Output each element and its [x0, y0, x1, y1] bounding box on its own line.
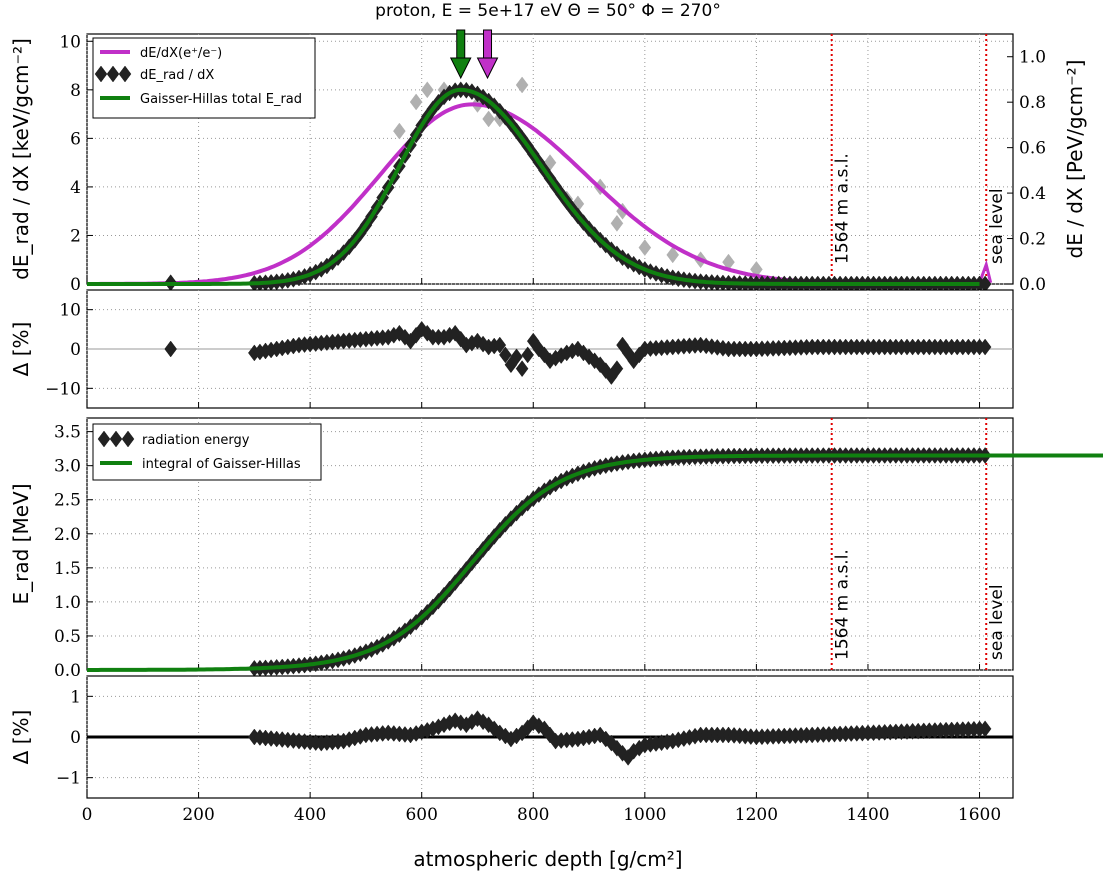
- x-tick-label: 800: [517, 805, 549, 825]
- raw-point: [482, 110, 495, 128]
- residual-point: [499, 346, 512, 364]
- y-tick-label: −10: [45, 379, 81, 399]
- panel-residual-1: −10 0 10 Δ [%]: [9, 289, 1014, 409]
- y-axis-label: dE_rad / dX [keV/gcm⁻²]: [9, 38, 33, 280]
- y-tick-label: 8: [70, 81, 81, 101]
- legend-marker: [94, 65, 108, 83]
- green-arrow-shaft: [456, 29, 466, 61]
- raw-point: [666, 246, 680, 264]
- marker-label: 1564 m a.s.l.: [833, 153, 853, 264]
- y-tick-label: 1.0: [54, 593, 81, 613]
- legend-label: integral of Gaisser-Hillas: [142, 457, 301, 472]
- legend: dE/dX(e⁺/e⁻) dE_rad / dX Gaisser-Hillas to…: [92, 37, 316, 119]
- x-tick-label: 600: [405, 805, 437, 825]
- x-tick-label: 1400: [846, 805, 889, 825]
- legend-label: dE_rad / dX: [140, 68, 214, 83]
- series-gaisser-hillas: [87, 87, 980, 286]
- raw-point: [610, 214, 624, 232]
- panel-dEdX: 0 2 4 6 8 10 dE_rad / dX [keV/gcm⁻²] 0.0 0.2 0.4 0…: [9, 29, 1087, 295]
- y-tick-label: 1.5: [54, 559, 81, 579]
- y-tick-label: 6: [70, 129, 81, 149]
- y-tick-label: 10: [59, 32, 81, 52]
- marker-label: sea level: [987, 584, 1007, 660]
- residual-point: [978, 720, 992, 738]
- legend-marker: [121, 430, 135, 448]
- panel-Erad: 0.0 0.5 1.0 1.5 2.0 2.5 3.0 3.5 E_rad [MeV] 1564 …: [9, 417, 1103, 681]
- y2-axis-label: dE / dX [PeV/gcm⁻²]: [1063, 60, 1087, 259]
- legend-marker: [118, 65, 132, 83]
- x-tick-label: 400: [294, 805, 326, 825]
- legend-marker: [97, 430, 111, 448]
- magenta-arrow-head: [476, 57, 499, 80]
- residual-point: [515, 360, 529, 378]
- sea-level-spike: [978, 259, 993, 284]
- legend-box: [92, 423, 322, 481]
- raw-point: [409, 93, 423, 111]
- green-arrow-head: [449, 57, 472, 80]
- y-tick-label: 2.5: [54, 491, 81, 511]
- y-tick-label: 4: [70, 178, 81, 198]
- y-tick-label: 10: [59, 301, 81, 321]
- marker-label: 1564 m a.s.l.: [833, 549, 853, 660]
- legend-label: radiation energy: [142, 433, 250, 448]
- residual-point: [164, 340, 177, 358]
- y-tick-label: 0: [70, 275, 81, 295]
- y-tick-label: 2: [70, 226, 81, 246]
- raw-point: [515, 76, 529, 94]
- y2-tick-label: 0.8: [1019, 93, 1046, 113]
- raw-point: [393, 122, 406, 140]
- y2-tick-label: 0.4: [1019, 184, 1046, 204]
- residual-point: [978, 338, 992, 356]
- y-tick-label: 0: [70, 728, 81, 748]
- residual-point: [610, 360, 624, 378]
- residual-point: [493, 336, 507, 354]
- x-axis-label: atmospheric depth [g/cm²]: [413, 847, 682, 871]
- x-tick-label: 0: [82, 805, 93, 825]
- y-axis-label: Δ [%]: [9, 710, 33, 765]
- magenta-arrow-shaft: [483, 29, 493, 61]
- marker-label: sea level: [987, 188, 1007, 264]
- raw-point: [638, 239, 652, 257]
- legend-label: dE/dX(e⁺/e⁻): [140, 46, 222, 61]
- y-tick-label: 0: [70, 340, 81, 360]
- residual-point: [510, 348, 523, 366]
- y-axis-label: Δ [%]: [9, 322, 33, 377]
- y-tick-label: 2.0: [54, 525, 81, 545]
- legend-label: Gaisser-Hillas total E_rad: [140, 92, 302, 107]
- y-tick-label: 0.0: [54, 661, 81, 681]
- chart-title: proton, E = 5e+17 eV Θ = 50° Φ = 270°: [375, 1, 721, 21]
- y-tick-label: 3.0: [54, 457, 81, 477]
- x-tick-label: 1600: [958, 805, 1001, 825]
- y-tick-label: 1: [70, 687, 81, 707]
- y2-tick-label: 1.0: [1019, 48, 1046, 68]
- legend: radiation energy integral of Gaisser-Hill…: [92, 423, 322, 481]
- y-tick-label: 3.5: [54, 423, 81, 443]
- x-tick-label: 1000: [623, 805, 666, 825]
- raw-point: [420, 81, 434, 99]
- y-tick-label: −1: [56, 769, 81, 789]
- y2-tick-label: 0.2: [1019, 230, 1046, 250]
- x-tick-label: 1200: [735, 805, 778, 825]
- legend-marker: [109, 430, 123, 448]
- y-axis-label: E_rad [MeV]: [9, 483, 33, 604]
- legend-marker: [106, 65, 120, 83]
- y2-tick-label: 0.0: [1019, 275, 1046, 295]
- y2-tick-label: 0.6: [1019, 139, 1046, 159]
- series-integral-gh: [87, 453, 1013, 672]
- residual-point: [521, 346, 534, 364]
- y-tick-label: 0.5: [54, 627, 81, 647]
- x-tick-label: 200: [182, 805, 214, 825]
